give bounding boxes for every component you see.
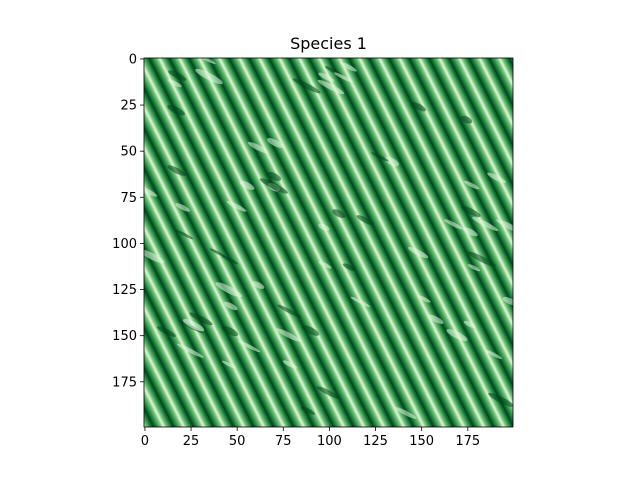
pattern-defect xyxy=(332,209,346,218)
pattern-defect xyxy=(461,205,481,218)
pattern-defect xyxy=(408,246,429,259)
pattern-defect xyxy=(427,314,444,324)
pattern-defect xyxy=(463,320,476,328)
pattern-defect xyxy=(252,281,265,289)
x-tick-label: 150 xyxy=(409,434,434,449)
pattern-defect xyxy=(318,223,330,231)
pattern-defect xyxy=(462,227,478,237)
pattern-defect xyxy=(276,328,301,342)
pattern-defect xyxy=(221,325,239,337)
pattern-defect xyxy=(176,343,204,358)
pattern-defect xyxy=(472,217,499,231)
pattern-defect xyxy=(182,318,205,332)
pattern-defect xyxy=(300,406,316,415)
pattern-defect xyxy=(167,79,182,88)
pattern-defect xyxy=(464,180,480,190)
x-tick-label: 100 xyxy=(317,434,342,449)
pattern-defect xyxy=(156,326,176,337)
pattern-defect xyxy=(302,325,320,336)
pattern-defect xyxy=(175,229,194,240)
x-tick-label: 75 xyxy=(275,434,292,449)
pattern-defect xyxy=(333,72,353,83)
pattern-defect xyxy=(223,301,238,311)
y-tick-label: 125 xyxy=(112,283,137,298)
pattern-defect xyxy=(292,78,321,94)
pattern-defect xyxy=(277,304,302,318)
y-tick-label: 175 xyxy=(112,375,137,390)
pattern-defect xyxy=(282,360,297,369)
y-axis: 0 25 50 75 100 125 150 175 xyxy=(112,52,144,390)
pattern-defect xyxy=(239,180,255,190)
pattern-defect xyxy=(221,360,236,369)
y-tick-label: 50 xyxy=(120,145,137,160)
pattern-defect xyxy=(259,178,288,194)
pattern-defect xyxy=(318,261,332,269)
pattern-defect xyxy=(144,184,158,197)
y-tick-label: 150 xyxy=(112,329,137,344)
pattern-defect xyxy=(467,264,481,272)
pattern-defect xyxy=(221,255,239,265)
chart-title: Species 1 xyxy=(290,34,367,53)
pattern-defect xyxy=(168,70,187,81)
pattern-defect xyxy=(215,282,243,298)
pattern-defect xyxy=(237,340,261,353)
pattern-defect xyxy=(342,263,356,272)
pattern-defect xyxy=(247,142,269,154)
pattern-defect xyxy=(356,215,375,226)
pattern-defect xyxy=(394,407,417,419)
heatmap-stripes xyxy=(144,58,513,427)
pattern-defect xyxy=(318,72,335,82)
y-tick-label: 100 xyxy=(112,237,137,252)
pattern-defect xyxy=(167,104,185,116)
pattern-defect xyxy=(487,172,506,184)
pattern-defect xyxy=(496,219,513,234)
pattern-defect xyxy=(267,138,284,148)
pattern-defect xyxy=(226,200,247,212)
pattern-defect xyxy=(384,156,399,167)
pattern-defect xyxy=(461,115,473,124)
pattern-defect xyxy=(488,392,513,408)
pattern-defect xyxy=(350,296,371,308)
y-tick-label: 0 xyxy=(129,52,137,67)
x-tick-label: 125 xyxy=(363,434,388,449)
plot-frame xyxy=(143,57,514,428)
pattern-defect xyxy=(209,248,226,258)
x-tick-label: 175 xyxy=(455,434,480,449)
pattern-defect xyxy=(175,203,191,212)
pattern-defect xyxy=(446,329,468,342)
pattern-defect xyxy=(371,152,389,162)
heatmap-image xyxy=(144,58,513,427)
pattern-defect xyxy=(144,249,165,264)
pattern-defect xyxy=(417,295,431,303)
pattern-defect xyxy=(195,68,223,85)
x-tick-label: 50 xyxy=(229,434,246,449)
pattern-defect xyxy=(467,251,496,267)
pattern-defect xyxy=(267,171,282,181)
y-tick-label: 25 xyxy=(120,99,137,114)
x-axis: 0 25 50 75 100 125 150 175 xyxy=(141,427,480,449)
pattern-defect xyxy=(410,101,427,112)
pattern-defect xyxy=(317,79,345,95)
pattern-defect xyxy=(444,219,463,230)
x-tick-label: 0 xyxy=(141,434,149,449)
pattern-defect xyxy=(340,62,357,72)
y-tick-label: 75 xyxy=(120,191,137,206)
pattern-defect xyxy=(316,386,340,399)
pattern-defect xyxy=(484,349,503,360)
x-tick-label: 25 xyxy=(183,434,200,449)
pattern-defect xyxy=(167,165,186,176)
pattern-defect xyxy=(189,312,213,326)
